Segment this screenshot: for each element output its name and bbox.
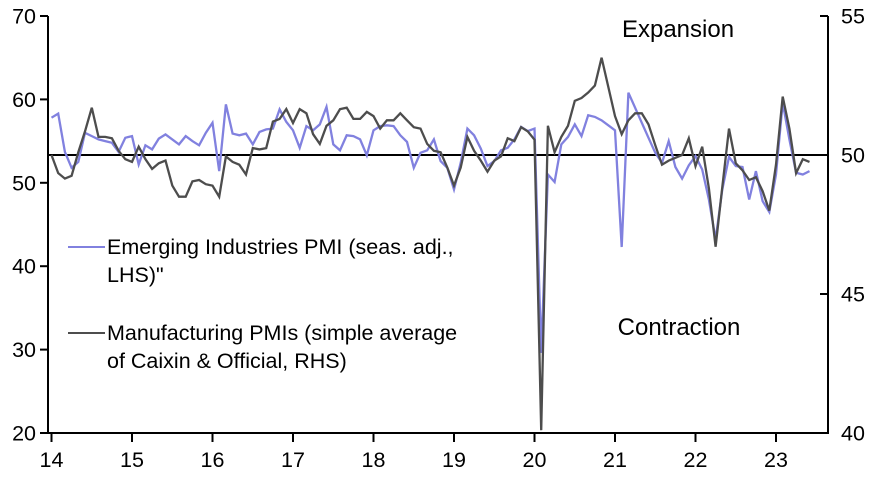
- right-axis-tick-label: 50: [841, 144, 865, 168]
- x-axis-tick-label: 16: [201, 448, 225, 472]
- left-axis-tick-label: 40: [12, 255, 36, 279]
- series-line-manufacturing-pmi: [50, 57, 810, 431]
- legend-line-swatch-manufacturing: [68, 332, 105, 334]
- series-line-emerging-pmi: [50, 92, 811, 353]
- legend-line-swatch-emerging: [68, 246, 105, 248]
- legend-label-manufacturing: Manufacturing PMIs (simple average of Ca…: [107, 321, 458, 373]
- legend: Emerging Industries PMI (seas. adj., LHS…: [68, 234, 457, 375]
- x-axis-tick-label: 22: [684, 448, 708, 472]
- legend-item-manufacturing-pmi: Manufacturing PMIs (simple average of Ca…: [68, 320, 457, 375]
- legend-item-emerging-pmi: Emerging Industries PMI (seas. adj., LHS…: [68, 234, 457, 289]
- x-axis-tick-label: 23: [764, 448, 788, 472]
- left-axis-tick-label: 60: [12, 88, 36, 112]
- x-axis-tick-label: 20: [523, 448, 547, 472]
- left-axis-tick-label: 70: [12, 5, 36, 29]
- right-axis-tick-label: 40: [841, 422, 865, 446]
- axes-frame: [47, 16, 829, 434]
- x-axis-tick-label: 21: [603, 448, 627, 472]
- x-axis-tick-label: 17: [281, 448, 305, 472]
- right-axis-tick-label: 45: [841, 283, 865, 307]
- left-axis-tick-label: 20: [12, 422, 36, 446]
- right-axis-tick-label: 55: [841, 5, 865, 29]
- expansion-label: Expansion: [621, 16, 735, 43]
- left-axis-tick-label: 50: [12, 171, 36, 195]
- left-axis-tick-label: 30: [12, 338, 36, 362]
- x-axis-tick-label: 14: [40, 448, 64, 472]
- legend-label-emerging: Emerging Industries PMI (seas. adj., LHS…: [107, 235, 454, 287]
- x-axis-tick-label: 15: [120, 448, 144, 472]
- contraction-label: Contraction: [617, 314, 741, 341]
- x-axis-tick-label: 19: [442, 448, 466, 472]
- x-axis-tick-label: 18: [362, 448, 386, 472]
